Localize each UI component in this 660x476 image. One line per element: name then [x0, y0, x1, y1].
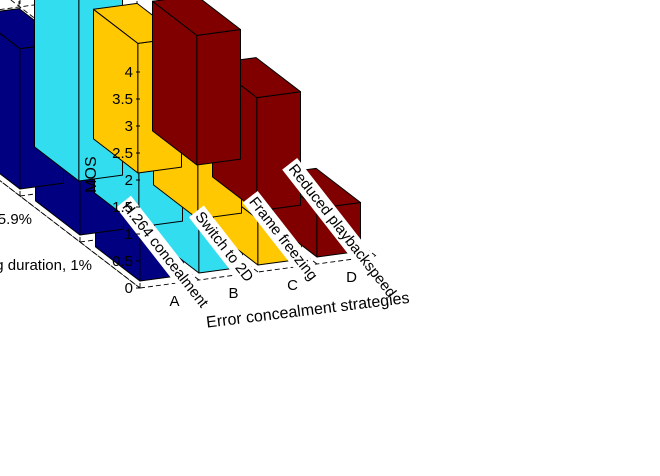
z-axis-label: MOS [83, 156, 100, 192]
grid-floor-x-0 [0, 180, 141, 289]
category-label-a: A [169, 293, 179, 310]
z-tick-label-6: 3 [125, 118, 133, 135]
z-tick-label-1: 0.5 [112, 253, 133, 270]
bars [0, 0, 361, 282]
z-tick-label-8: 4 [125, 64, 133, 81]
category-label-b: B [228, 285, 238, 302]
bar-d-short-duration-1 [152, 0, 241, 166]
z-tick-label-7: 3.5 [112, 91, 133, 108]
scenario-label-2: long duration, 1% [0, 257, 92, 274]
z-tick-label-2: 1 [125, 226, 133, 243]
z-tick-label-5: 2.5 [112, 145, 133, 162]
z-tick-label-0: 0 [125, 280, 133, 297]
scenario-label-1: short duration, 5.9% [0, 211, 32, 228]
category-label-c: C [287, 277, 298, 294]
z-tick-label-3: 1.5 [112, 199, 133, 216]
category-label-d: D [346, 269, 357, 286]
z-tick-label-4: 2 [125, 172, 133, 189]
